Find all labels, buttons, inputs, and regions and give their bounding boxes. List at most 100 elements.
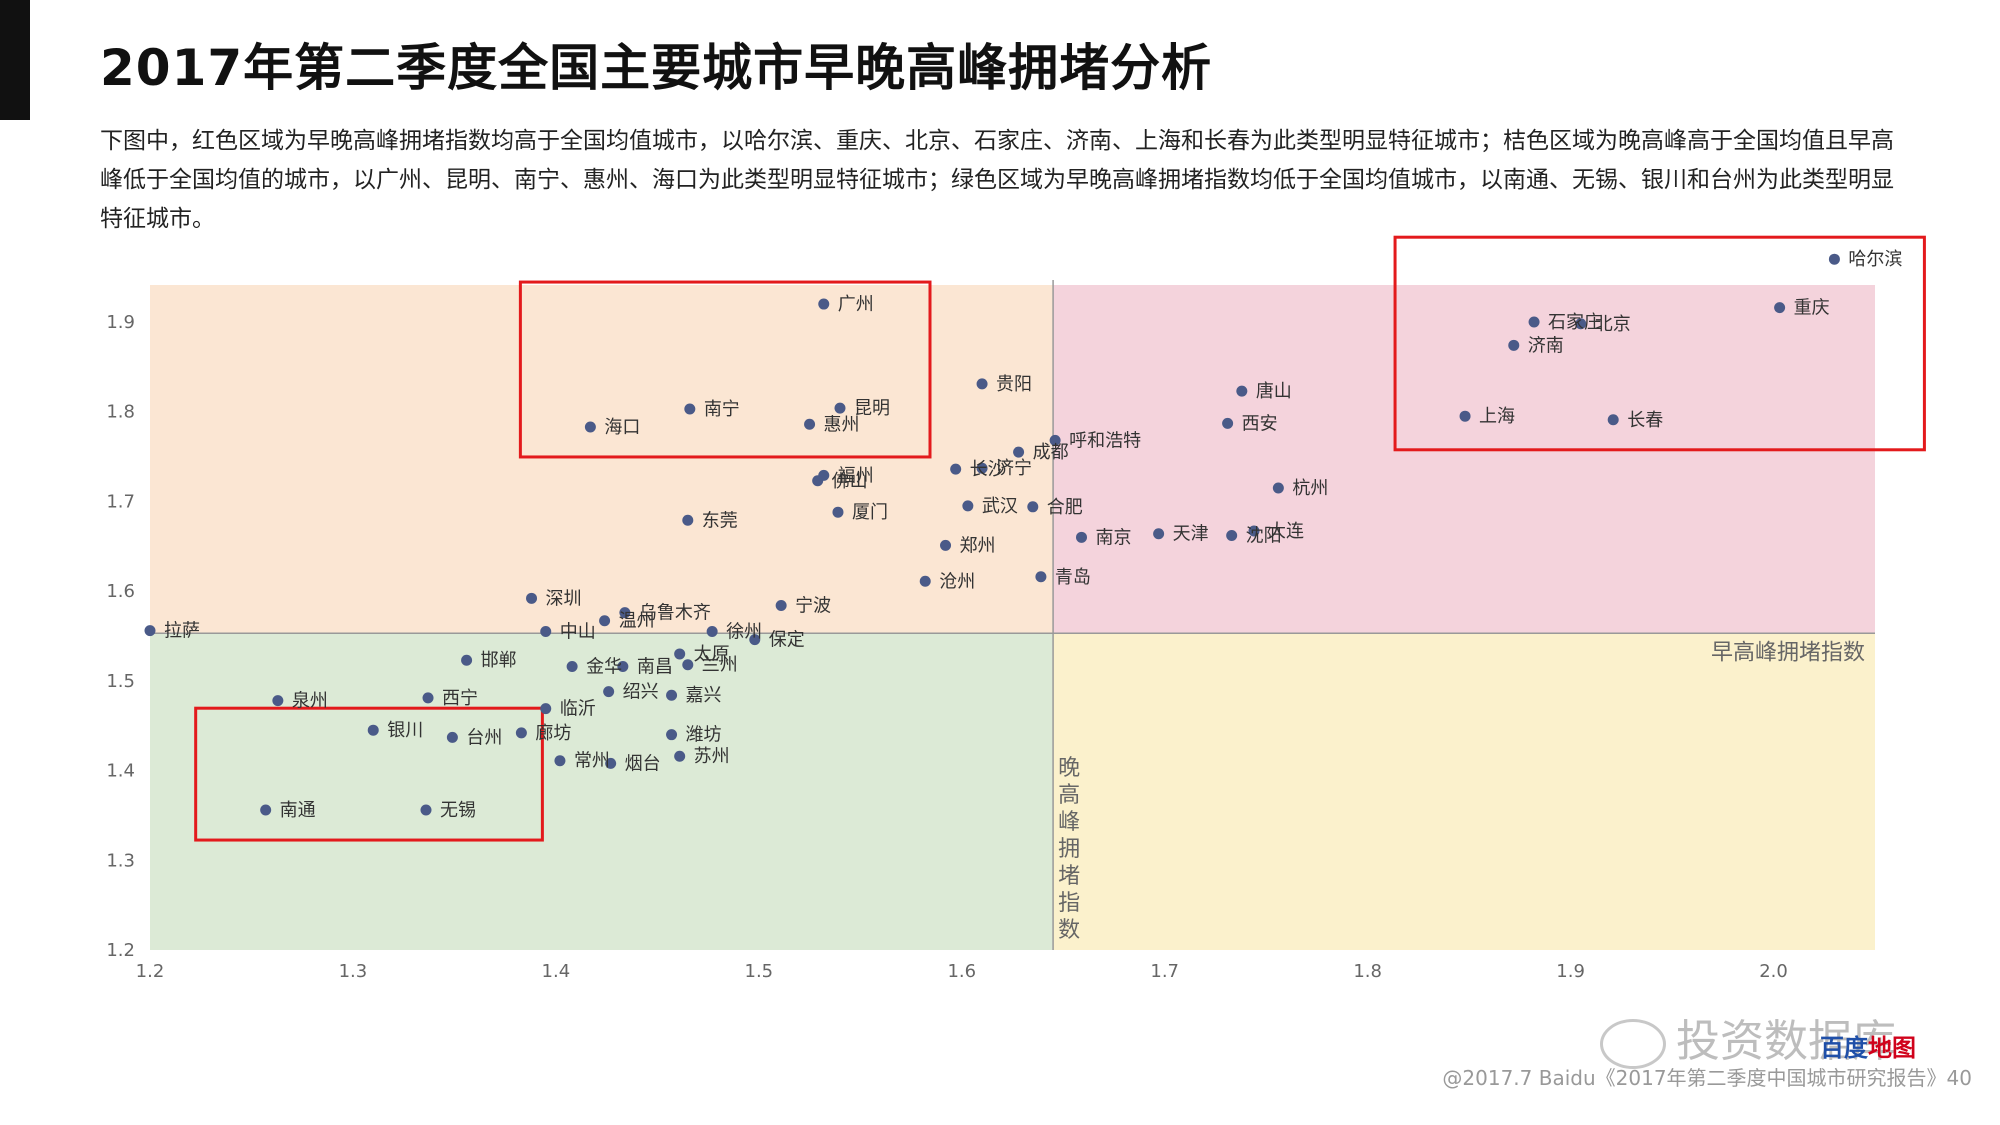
- data-point: [1528, 316, 1540, 328]
- data-point: [566, 661, 578, 673]
- data-point: [1076, 531, 1087, 543]
- data-point: [1226, 530, 1238, 542]
- data-point: [603, 686, 615, 698]
- point-label: 邯郸: [481, 650, 517, 671]
- y-tick-label: 1.3: [106, 850, 135, 871]
- y-tick-label: 1.7: [106, 491, 135, 512]
- x-tick-label: 1.6: [947, 961, 976, 982]
- data-point: [515, 727, 527, 739]
- data-point: [1035, 571, 1047, 583]
- point-label: 海口: [604, 417, 640, 438]
- point-label: 福州: [838, 465, 874, 486]
- point-label: 南通: [280, 800, 316, 821]
- point-label: 金华: [586, 657, 622, 678]
- point-label: 天津: [1173, 524, 1209, 545]
- point-label: 武汉: [982, 496, 1018, 517]
- brand-logo-part1: 百度: [1820, 1034, 1868, 1062]
- data-point: [976, 462, 988, 474]
- y-axis-label-char: 堵: [1058, 864, 1080, 889]
- data-point: [684, 403, 696, 415]
- data-point: [1508, 339, 1520, 351]
- data-point: [1027, 501, 1039, 513]
- point-label: 佛山: [832, 471, 868, 492]
- point-label: 青岛: [1055, 567, 1091, 588]
- watermark-text: 投资数据库: [1676, 1016, 1896, 1067]
- point-label: 台州: [466, 727, 502, 748]
- region-red: [1053, 285, 1875, 634]
- data-point: [367, 724, 379, 736]
- point-label: 惠州: [824, 414, 860, 435]
- data-point: [540, 703, 552, 715]
- data-point: [674, 648, 686, 660]
- data-point: [144, 625, 156, 637]
- x-tick-label: 1.9: [1556, 961, 1585, 982]
- data-point: [976, 378, 988, 390]
- point-label: 烟台: [625, 753, 661, 774]
- data-point: [260, 804, 272, 816]
- region-yellow: [1053, 633, 1875, 950]
- point-label: 唐山: [1256, 381, 1292, 402]
- data-point: [1459, 410, 1471, 422]
- point-label: 温州: [619, 611, 655, 632]
- data-point: [619, 607, 631, 619]
- data-point: [1828, 253, 1840, 265]
- point-label: 徐州: [726, 622, 762, 643]
- data-point: [1222, 417, 1234, 429]
- y-tick-label: 1.4: [106, 761, 135, 782]
- data-point: [682, 514, 694, 526]
- data-point: [526, 592, 538, 604]
- data-point: [1607, 414, 1619, 426]
- point-label: 无锡: [440, 800, 476, 821]
- data-point: [584, 421, 596, 433]
- highlight-box: [518, 280, 932, 459]
- data-point: [962, 500, 974, 512]
- point-label: 贵阳: [996, 374, 1032, 395]
- data-point: [1248, 525, 1260, 537]
- point-label: 昆明: [854, 398, 890, 419]
- point-label: 沧州: [939, 571, 975, 592]
- point-label: 杭州: [1292, 478, 1328, 499]
- point-label: 绍兴: [623, 682, 659, 703]
- x-tick-label: 1.7: [1150, 961, 1179, 982]
- data-point: [1153, 528, 1165, 540]
- data-point: [749, 634, 761, 646]
- data-point: [950, 463, 962, 475]
- data-point: [804, 418, 816, 430]
- y-axis-label: 晚高峰拥堵指数: [1058, 756, 1080, 943]
- point-label: 北京: [1595, 314, 1631, 335]
- point-label: 济南: [1528, 335, 1564, 356]
- data-point: [1774, 302, 1786, 314]
- x-tick-label: 1.8: [1353, 961, 1382, 982]
- point-label: 南京: [1096, 527, 1132, 548]
- data-point: [812, 475, 824, 487]
- data-point: [682, 659, 694, 671]
- footer-source: @2017.7 Baidu《2017年第二季度中国城市研究报告》40: [1442, 1066, 1972, 1090]
- data-point: [666, 729, 678, 741]
- data-point: [775, 599, 787, 611]
- point-label: 沈阳: [1246, 526, 1282, 547]
- point-label: 长春: [1627, 410, 1663, 431]
- left-accent-bar: [0, 0, 30, 120]
- point-label: 郑州: [960, 535, 996, 556]
- brand-logo-part2: 地图: [1868, 1034, 1916, 1062]
- data-point: [420, 804, 432, 816]
- data-point: [540, 626, 552, 638]
- data-point: [674, 750, 686, 762]
- point-label: 太原: [694, 644, 730, 665]
- data-point: [1236, 385, 1248, 397]
- data-point: [1272, 482, 1284, 494]
- y-tick-label: 1.9: [106, 312, 135, 333]
- point-label: 嘉兴: [686, 685, 722, 706]
- point-label: 银川: [387, 720, 423, 741]
- point-label: 苏州: [694, 746, 730, 767]
- point-label: 成都: [1033, 442, 1069, 463]
- y-tick-label: 1.2: [106, 940, 135, 961]
- data-point: [666, 689, 678, 701]
- data-point: [940, 539, 952, 551]
- point-label: 拉萨: [164, 621, 200, 642]
- page-description: 下图中，红色区域为早晚高峰拥堵指数均高于全国均值城市，以哈尔滨、重庆、北京、石家…: [100, 128, 1894, 232]
- point-label: 保定: [769, 630, 805, 651]
- y-axis-label-char: 数: [1058, 918, 1080, 943]
- point-label: 兰州: [702, 655, 738, 676]
